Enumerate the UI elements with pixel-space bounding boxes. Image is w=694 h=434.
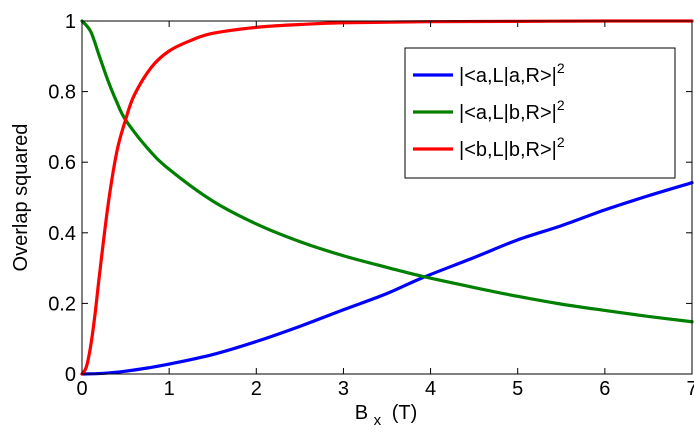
legend-items: |<a,L|a,R>|2|<a,L|b,R>|2|<b,L|b,R>|2 (413, 60, 565, 161)
x-axis-label-main: B (355, 402, 368, 424)
x-tick-label: 2 (251, 378, 262, 400)
series-line-a-la-ra (80, 181, 694, 376)
y-axis-label: Overlap squared (10, 124, 32, 272)
y-tick-label: 0.6 (48, 152, 76, 174)
series-line-b-lb-r (80, 19, 694, 376)
x-tick-label: 7 (686, 378, 694, 400)
x-tick-label: 5 (512, 378, 523, 400)
legend-label-exponent: 2 (557, 60, 565, 76)
ticks-layer: 0 1 2 3 4 5 6 7 0 0.2 0.4 0.6 0.8 1 (48, 11, 694, 400)
x-axis-label: B x (T) (355, 402, 418, 429)
series-layer (80, 19, 694, 376)
legend-label: |<a,L|b,R>|2 (459, 97, 565, 124)
x-tick-label: 4 (425, 378, 436, 400)
y-tick-label: 1 (65, 11, 76, 33)
x-tick-label: 3 (338, 378, 349, 400)
series-line-a-lb-r (80, 19, 694, 324)
y-tick-label: 0.8 (48, 82, 76, 104)
x-axis-label-subscript: x (374, 412, 382, 429)
legend-label-exponent: 2 (557, 134, 565, 150)
legend-label-text: |<b,L|b,R>| (459, 139, 557, 161)
legend-label: |<a,L|a,R>|2 (459, 60, 565, 87)
x-tick-label: 0 (76, 378, 87, 400)
plot-frame (81, 20, 693, 375)
x-tick-label: 6 (599, 378, 610, 400)
y-tick-label: 0.4 (48, 223, 76, 245)
y-tick-label: 0 (65, 364, 76, 386)
x-tick-label: 1 (164, 378, 175, 400)
legend-label-exponent: 2 (557, 97, 565, 113)
y-tick-label: 0.2 (48, 293, 76, 315)
legend-label: |<b,L|b,R>|2 (459, 134, 565, 161)
x-axis-label-unit: (T) (392, 402, 418, 424)
legend: |<a,L|a,R>|2|<a,L|b,R>|2|<b,L|b,R>|2 (404, 47, 676, 179)
legend-label-text: |<a,L|a,R>| (459, 65, 557, 87)
legend-label-text: |<a,L|b,R>| (459, 102, 557, 124)
